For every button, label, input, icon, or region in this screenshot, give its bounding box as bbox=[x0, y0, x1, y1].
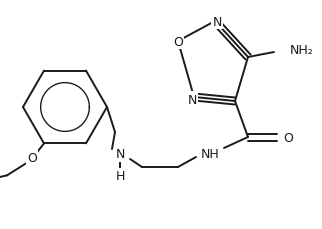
Text: NH₂: NH₂ bbox=[290, 43, 314, 56]
Text: N: N bbox=[187, 93, 197, 106]
Text: O: O bbox=[27, 151, 37, 164]
Text: O: O bbox=[283, 131, 293, 144]
Text: N: N bbox=[115, 148, 125, 161]
Text: H: H bbox=[115, 170, 125, 183]
Text: NH: NH bbox=[201, 148, 219, 161]
Text: N: N bbox=[212, 15, 222, 28]
Text: O: O bbox=[173, 35, 183, 48]
